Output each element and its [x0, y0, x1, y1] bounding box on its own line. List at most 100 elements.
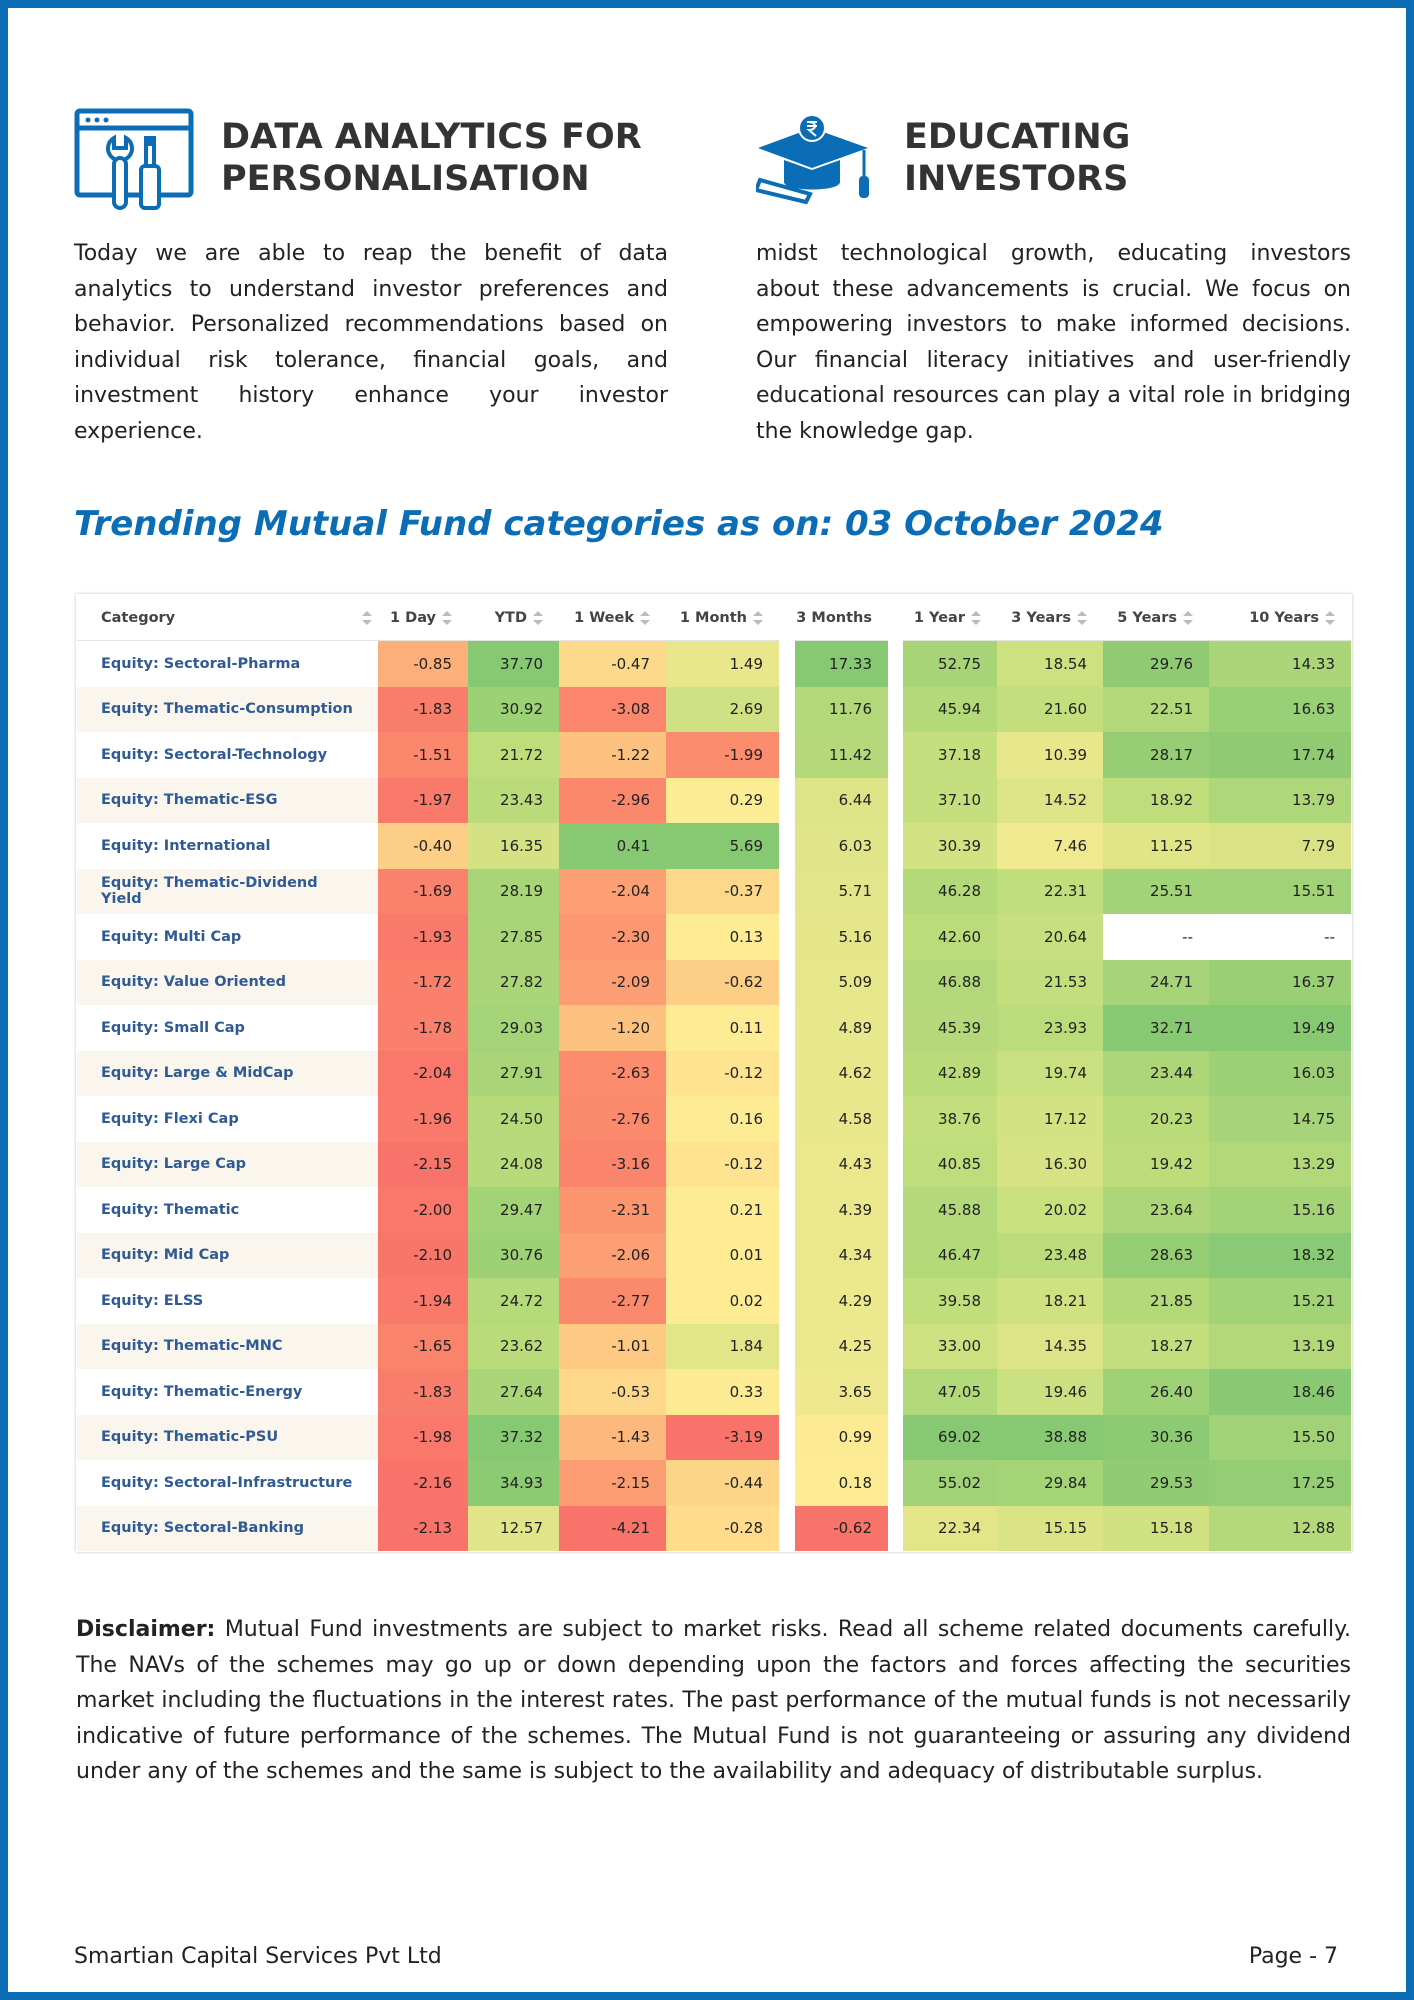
value-cell: 11.42: [795, 732, 888, 778]
analytics-icon: [74, 108, 194, 210]
sort-arrows: [1183, 610, 1193, 625]
cell-text: 1 Week: [574, 609, 634, 626]
cell-text: -1.94: [413, 1291, 452, 1310]
value-cell: 15.21: [1209, 1278, 1351, 1324]
cell-text: 21.72: [500, 745, 543, 764]
cell-text: Category: [101, 609, 176, 626]
cell-text: 1.84: [729, 1337, 763, 1356]
cell-text: 7.46: [1053, 836, 1087, 855]
cell-text: Equity: Small Cap: [101, 1019, 245, 1036]
cell-text: 3 Months: [796, 609, 872, 626]
value-cell: 0.99: [795, 1414, 888, 1460]
value-cell: -2.00: [378, 1187, 468, 1233]
cell-text: 29.03: [500, 1018, 543, 1037]
value-cell: 24.08: [468, 1141, 559, 1187]
category-cell: Equity: ELSS: [77, 1278, 378, 1324]
value-cell: 32.71: [1103, 1005, 1209, 1051]
value-cell: -0.47: [559, 641, 666, 687]
column-header: 5 Years: [1103, 595, 1209, 641]
value-cell: -2.77: [559, 1278, 666, 1324]
cell-text: 11.42: [829, 745, 872, 764]
value-cell: 6.03: [795, 823, 888, 869]
cell-text: 10 Years: [1249, 609, 1319, 626]
value-cell: --: [1103, 914, 1209, 960]
value-cell: -1.22: [559, 732, 666, 778]
cell-text: 27.82: [500, 973, 543, 992]
cell-text: -0.47: [611, 654, 650, 673]
value-cell: -0.40: [378, 823, 468, 869]
value-cell: -1.83: [378, 686, 468, 732]
category-cell: Equity: Mid Cap: [77, 1232, 378, 1278]
cell-text: -2.09: [611, 973, 650, 992]
cell-text: -0.40: [413, 836, 452, 855]
cell-text: Equity: Thematic-PSU: [101, 1429, 279, 1446]
cell-text: 0.99: [838, 1428, 872, 1447]
cell-text: -0.62: [833, 1519, 872, 1538]
value-cell: 19.74: [997, 1050, 1103, 1096]
value-cell: 15.51: [1209, 868, 1351, 914]
cell-text: 14.75: [1292, 1109, 1335, 1128]
cell-text: 47.05: [938, 1382, 981, 1401]
cell-text: 12.57: [500, 1519, 543, 1538]
cell-text: 4.29: [838, 1291, 872, 1310]
column-header: 3 Years: [997, 595, 1103, 641]
cell-text: -0.12: [724, 1064, 763, 1083]
cell-text: 20.64: [1044, 927, 1087, 946]
value-cell: 19.46: [997, 1369, 1103, 1415]
cell-text: 1 Month: [679, 609, 747, 626]
heading-line: INVESTORS: [904, 159, 1129, 199]
cell-text: 15.18: [1150, 1519, 1193, 1538]
cell-text: 13.19: [1292, 1337, 1335, 1356]
cell-text: 5.71: [838, 882, 872, 901]
value-cell: 5.09: [795, 959, 888, 1005]
value-cell: 5.71: [795, 868, 888, 914]
value-cell: 4.25: [795, 1323, 888, 1369]
education-icon: [756, 114, 869, 205]
value-cell: 28.17: [1103, 732, 1209, 778]
cell-text: 13.79: [1292, 791, 1335, 810]
value-cell: -1.43: [559, 1414, 666, 1460]
value-cell: -1.98: [378, 1414, 468, 1460]
cell-text: 21.53: [1044, 973, 1087, 992]
value-cell: 45.88: [903, 1187, 997, 1233]
value-cell: 30.36: [1103, 1414, 1209, 1460]
cell-text: 2.69: [729, 700, 763, 719]
value-cell: -1.93: [378, 914, 468, 960]
value-cell: -1.51: [378, 732, 468, 778]
cell-text: 22.34: [938, 1519, 981, 1538]
value-cell: 29.47: [468, 1187, 559, 1233]
cell-text: -1.69: [413, 882, 452, 901]
value-cell: 18.32: [1209, 1232, 1351, 1278]
value-cell: 15.16: [1209, 1187, 1351, 1233]
cell-text: -1.83: [413, 1382, 452, 1401]
value-cell: 21.72: [468, 732, 559, 778]
cell-text: 0.13: [729, 927, 763, 946]
value-cell: 38.76: [903, 1096, 997, 1142]
cell-text: 16.35: [500, 836, 543, 855]
value-cell: 42.89: [903, 1050, 997, 1096]
value-cell: -0.53: [559, 1369, 666, 1415]
cell-text: 4.43: [838, 1155, 872, 1174]
cell-text: -0.62: [724, 973, 763, 992]
value-cell: 46.88: [903, 959, 997, 1005]
value-cell: 6.44: [795, 777, 888, 823]
cell-text: Equity: Sectoral-Pharma: [101, 655, 301, 672]
value-cell: 17.12: [997, 1096, 1103, 1142]
value-cell: 46.47: [903, 1232, 997, 1278]
cell-text: -2.06: [611, 1246, 650, 1265]
heading-line: PERSONALISATION: [221, 159, 590, 199]
value-cell: -2.10: [378, 1232, 468, 1278]
cell-text: 14.33: [1292, 654, 1335, 673]
cell-text: -1.96: [413, 1109, 452, 1128]
value-cell: 16.37: [1209, 959, 1351, 1005]
table-title: Trending Mutual Fund categories as on: 0…: [74, 504, 1164, 544]
cell-text: 16.63: [1292, 700, 1335, 719]
page-number: Page - 7: [1248, 1944, 1338, 1969]
value-cell: 52.75: [903, 641, 997, 687]
value-cell: -0.12: [666, 1050, 779, 1096]
value-cell: 20.64: [997, 914, 1103, 960]
cell-text: 46.28: [938, 882, 981, 901]
cell-text: -1.20: [611, 1018, 650, 1037]
cell-text: 24.72: [500, 1291, 543, 1310]
